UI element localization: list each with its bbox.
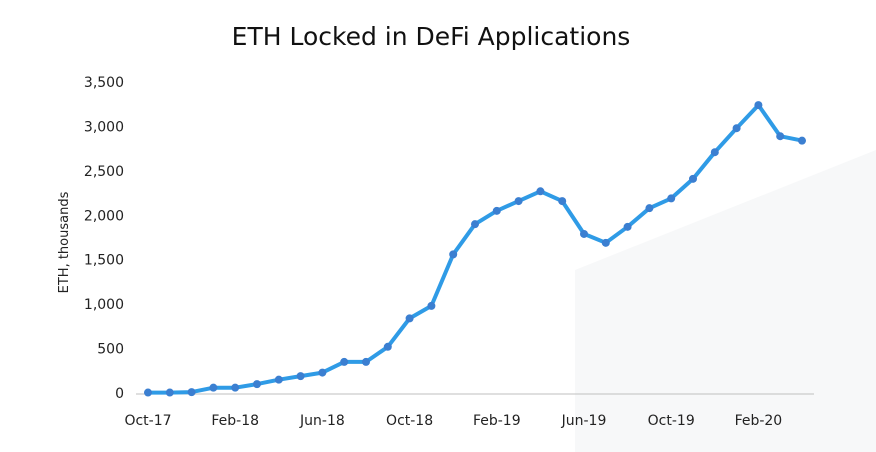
x-tick-label: Oct-17 <box>124 413 171 429</box>
data-point <box>558 197 567 206</box>
data-point <box>362 357 370 366</box>
x-tick-label: Oct-19 <box>648 413 695 429</box>
data-point <box>318 368 327 377</box>
data-point <box>601 238 610 247</box>
data-point <box>340 357 349 366</box>
data-point <box>580 229 588 238</box>
data-point <box>776 132 785 141</box>
y-tick-label: 500 <box>97 342 124 358</box>
y-tick-label: 2,500 <box>84 164 124 180</box>
data-point <box>383 342 392 351</box>
x-tick-label: Feb-20 <box>735 413 783 429</box>
data-point <box>231 383 240 392</box>
data-point <box>754 101 763 110</box>
series-layer <box>144 101 806 397</box>
y-tick-label: 0 <box>115 386 124 402</box>
x-tick-label: Jun-19 <box>561 413 607 429</box>
y-tick-label: 3,000 <box>84 119 124 135</box>
y-tick-label: 1,500 <box>84 253 124 269</box>
data-point <box>405 314 414 323</box>
data-point <box>209 383 218 392</box>
data-point <box>144 388 152 397</box>
data-point <box>471 220 479 229</box>
y-tick-label: 3,500 <box>84 75 124 91</box>
y-tick-label: 2,000 <box>84 208 124 224</box>
y-axis-title: ETH, thousands <box>57 191 72 293</box>
data-point <box>798 136 806 145</box>
data-point <box>667 194 676 203</box>
background-shade <box>575 150 876 452</box>
data-point <box>296 372 305 381</box>
data-point <box>623 222 632 231</box>
data-point <box>710 148 719 157</box>
data-point <box>274 375 283 384</box>
x-tick-label: Jun-18 <box>299 413 345 429</box>
x-axis: Oct-17 Feb-18 Jun-18 Oct-18 Feb-19 Jun-19 Oct-… <box>124 413 782 429</box>
data-point <box>165 388 174 397</box>
y-axis: 0 500 1,000 1,500 2,000 2,500 3,000 3,500 <box>84 75 124 402</box>
data-point <box>187 388 196 397</box>
y-tick-label: 1,000 <box>84 297 124 313</box>
data-point <box>253 380 261 389</box>
chart-title: ETH Locked in DeFi Applications <box>231 22 631 51</box>
data-point <box>689 174 697 183</box>
x-tick-label: Feb-19 <box>473 413 521 429</box>
data-point <box>732 124 741 133</box>
data-point <box>645 204 654 213</box>
data-point <box>492 206 501 215</box>
data-point <box>427 301 436 310</box>
data-point <box>514 197 523 206</box>
x-tick-label: Oct-18 <box>386 413 433 429</box>
x-tick-label: Feb-18 <box>211 413 259 429</box>
data-point <box>449 250 458 259</box>
data-point <box>536 187 545 196</box>
